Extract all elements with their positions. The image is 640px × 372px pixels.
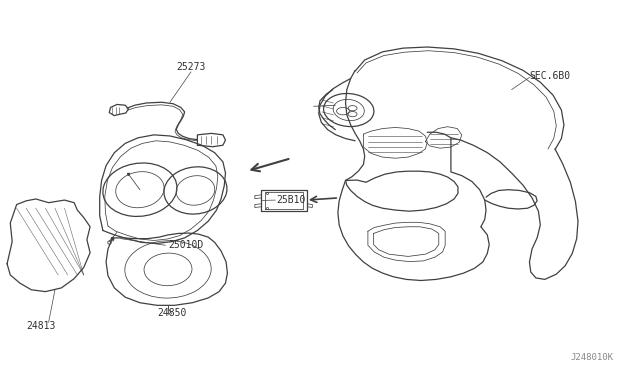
Text: 25273: 25273 [176, 62, 205, 72]
Text: 25B10: 25B10 [276, 195, 306, 205]
Text: 24850: 24850 [157, 308, 186, 318]
Text: 25010D: 25010D [168, 240, 204, 250]
Text: J248010K: J248010K [571, 353, 614, 362]
Text: 24813: 24813 [26, 321, 56, 331]
Text: SEC.6B0: SEC.6B0 [529, 71, 571, 81]
